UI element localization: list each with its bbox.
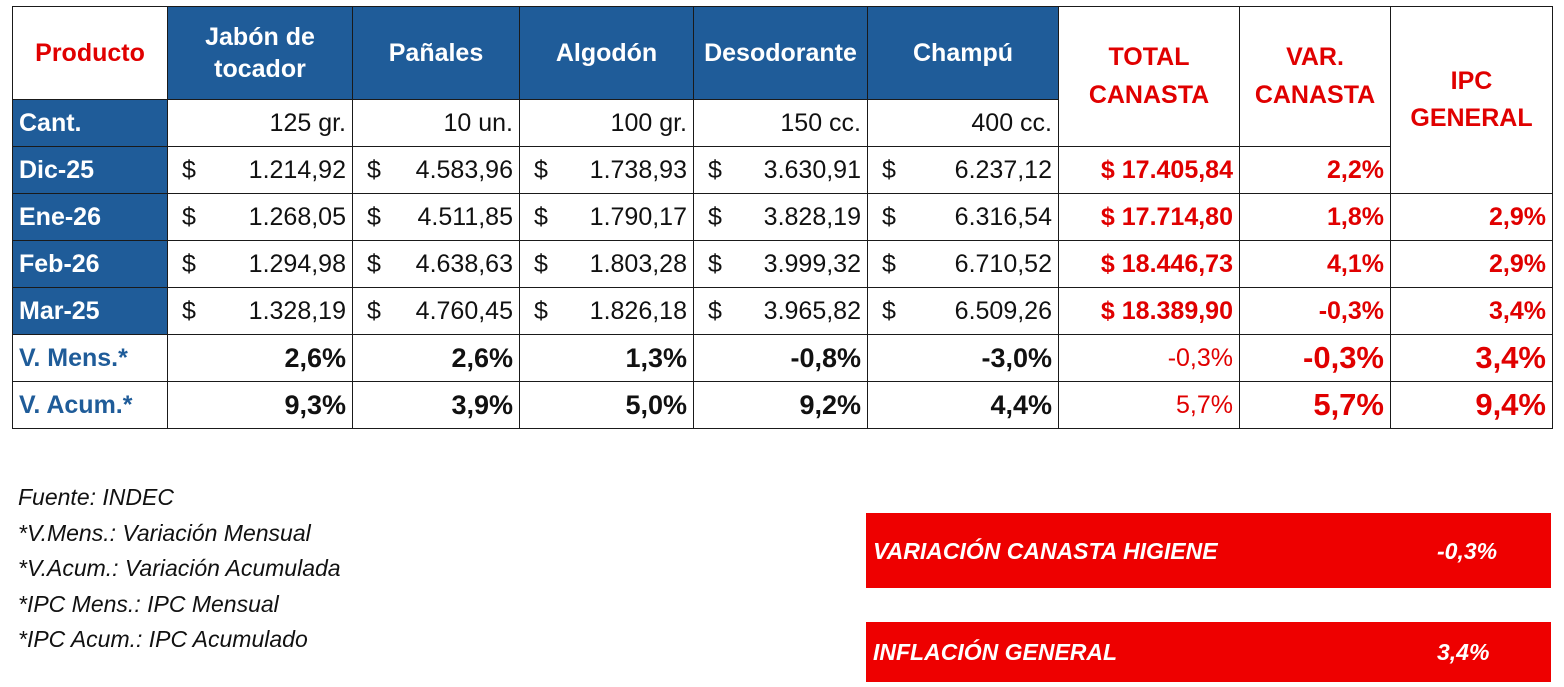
total-cell: $ 17.714,80 bbox=[1058, 193, 1240, 241]
row-label: Ene-26 bbox=[12, 193, 168, 241]
price-cell: $1.790,17 bbox=[519, 193, 694, 241]
variation-cell: 1,3% bbox=[519, 334, 694, 382]
source-note: Fuente: INDEC bbox=[18, 484, 174, 510]
ipc-cell: 3,4% bbox=[1390, 287, 1553, 335]
var-cell: -0,3% bbox=[1239, 287, 1391, 335]
cumulative-variation-row: V. Acum.* 9,3% 3,9% 5,0% 9,2% 4,4% 5,7% … bbox=[12, 381, 1553, 429]
row-label: Dic-25 bbox=[12, 146, 168, 194]
total-canasta-header: TOTAL CANASTA bbox=[1058, 6, 1240, 147]
price-cell: $3.965,82 bbox=[693, 287, 868, 335]
product-header: Producto bbox=[12, 6, 168, 100]
price-cell: $6.316,54 bbox=[867, 193, 1059, 241]
variation-cell: 2,6% bbox=[167, 334, 353, 382]
canasta-variation-label: VARIACIÓN CANASTA HIGIENE bbox=[873, 538, 1218, 564]
product-header-champu: Champú bbox=[867, 6, 1059, 100]
ipc-cell: 2,9% bbox=[1390, 193, 1553, 241]
product-header-desodorante: Desodorante bbox=[693, 6, 868, 100]
monthly-variation-row: V. Mens.* 2,6% 2,6% 1,3% -0,8% -3,0% -0,… bbox=[12, 334, 1553, 382]
row-label: V. Mens.* bbox=[12, 334, 168, 382]
product-header-algodon: Algodón bbox=[519, 6, 694, 100]
footnotes: Fuente: INDEC *V.Mens.: Variación Mensua… bbox=[18, 480, 341, 658]
canasta-variation-value: -0,3% bbox=[1437, 538, 1498, 564]
unit-cell: 10 un. bbox=[352, 99, 520, 147]
var-cell: 4,1% bbox=[1239, 240, 1391, 288]
footnote: *IPC Acum.: IPC Acumulado bbox=[18, 626, 308, 652]
price-cell: $3.630,91 bbox=[693, 146, 868, 194]
total-cell: $ 18.389,90 bbox=[1058, 287, 1240, 335]
canasta-variation-box: VARIACIÓN CANASTA HIGIENE -0,3% bbox=[866, 513, 1551, 588]
var-cell: 2,2% bbox=[1239, 146, 1391, 194]
price-cell: $4.511,85 bbox=[352, 193, 520, 241]
variation-cell: -0,8% bbox=[693, 334, 868, 382]
general-inflation-value: 3,4% bbox=[1437, 639, 1490, 665]
total-variation-cell: 5,7% bbox=[1058, 381, 1240, 429]
price-cell: $6.710,52 bbox=[867, 240, 1059, 288]
total-cell: $ 17.405,84 bbox=[1058, 146, 1240, 194]
price-cell: $1.826,18 bbox=[519, 287, 694, 335]
unit-cell: 150 cc. bbox=[693, 99, 868, 147]
price-cell: $1.294,98 bbox=[167, 240, 353, 288]
total-variation-cell: -0,3% bbox=[1058, 334, 1240, 382]
footnote: *IPC Mens.: IPC Mensual bbox=[18, 590, 279, 617]
general-inflation-label: INFLACIÓN GENERAL bbox=[873, 639, 1118, 665]
variation-cell: 9,3% bbox=[167, 381, 353, 429]
cant-row: Cant. 125 gr. 10 un. 100 gr. 150 cc. 400… bbox=[12, 99, 1553, 147]
price-cell: $4.583,96 bbox=[352, 146, 520, 194]
price-cell: $1.803,28 bbox=[519, 240, 694, 288]
product-header-jabon: Jabón de tocador bbox=[167, 6, 353, 100]
var-variation-cell: -0,3% bbox=[1239, 334, 1391, 382]
price-cell: $1.738,93 bbox=[519, 146, 694, 194]
general-inflation-box: INFLACIÓN GENERAL 3,4% bbox=[866, 622, 1551, 682]
variation-cell: 3,9% bbox=[352, 381, 520, 429]
price-cell: $1.214,92 bbox=[167, 146, 353, 194]
table-row: Mar-25 $1.328,19 $4.760,45 $1.826,18 $3.… bbox=[12, 287, 1553, 335]
table-row: Ene-26 $1.268,05 $4.511,85 $1.790,17 $3.… bbox=[12, 193, 1553, 241]
var-cell: 1,8% bbox=[1239, 193, 1391, 241]
price-cell: $1.328,19 bbox=[167, 287, 353, 335]
var-canasta-header: VAR. CANASTA bbox=[1239, 6, 1391, 147]
price-cell: $4.760,45 bbox=[352, 287, 520, 335]
product-header-panales: Pañales bbox=[352, 6, 520, 100]
footnote: *V.Mens.: Variación Mensual bbox=[18, 519, 311, 546]
table-row: Feb-26 $1.294,98 $4.638,63 $1.803,28 $3.… bbox=[12, 240, 1553, 288]
table-row: Dic-25 $1.214,92 $4.583,96 $1.738,93 $3.… bbox=[12, 146, 1553, 194]
unit-cell: 125 gr. bbox=[167, 99, 353, 147]
variation-cell: 9,2% bbox=[693, 381, 868, 429]
unit-cell: 400 cc. bbox=[867, 99, 1059, 147]
row-label: V. Acum.* bbox=[12, 381, 168, 429]
price-cell: $3.828,19 bbox=[693, 193, 868, 241]
variation-cell: 2,6% bbox=[352, 334, 520, 382]
total-cell: $ 18.446,73 bbox=[1058, 240, 1240, 288]
ipc-general-header: IPC GENERAL bbox=[1390, 6, 1553, 194]
variation-cell: 4,4% bbox=[867, 381, 1059, 429]
variation-cell: 5,0% bbox=[519, 381, 694, 429]
footnote: *V.Acum.: Variación Acumulada bbox=[18, 555, 341, 581]
ipc-cell: 2,9% bbox=[1390, 240, 1553, 288]
ipc-variation-cell: 9,4% bbox=[1390, 381, 1553, 429]
var-variation-cell: 5,7% bbox=[1239, 381, 1391, 429]
price-cell: $4.638,63 bbox=[352, 240, 520, 288]
unit-cell: 100 gr. bbox=[519, 99, 694, 147]
cant-label: Cant. bbox=[12, 99, 168, 147]
ipc-variation-cell: 3,4% bbox=[1390, 334, 1553, 382]
variation-cell: -3,0% bbox=[867, 334, 1059, 382]
price-cell: $6.237,12 bbox=[867, 146, 1059, 194]
hygiene-basket-table: Producto Jabón de tocador Pañales Algodón… bbox=[12, 6, 1553, 429]
price-cell: $6.509,26 bbox=[867, 287, 1059, 335]
price-cell: $3.999,32 bbox=[693, 240, 868, 288]
row-label: Feb-26 bbox=[12, 240, 168, 288]
header-row: Producto Jabón de tocador Pañales Algodón… bbox=[12, 6, 1553, 194]
price-cell: $1.268,05 bbox=[167, 193, 353, 241]
row-label: Mar-25 bbox=[12, 287, 168, 335]
